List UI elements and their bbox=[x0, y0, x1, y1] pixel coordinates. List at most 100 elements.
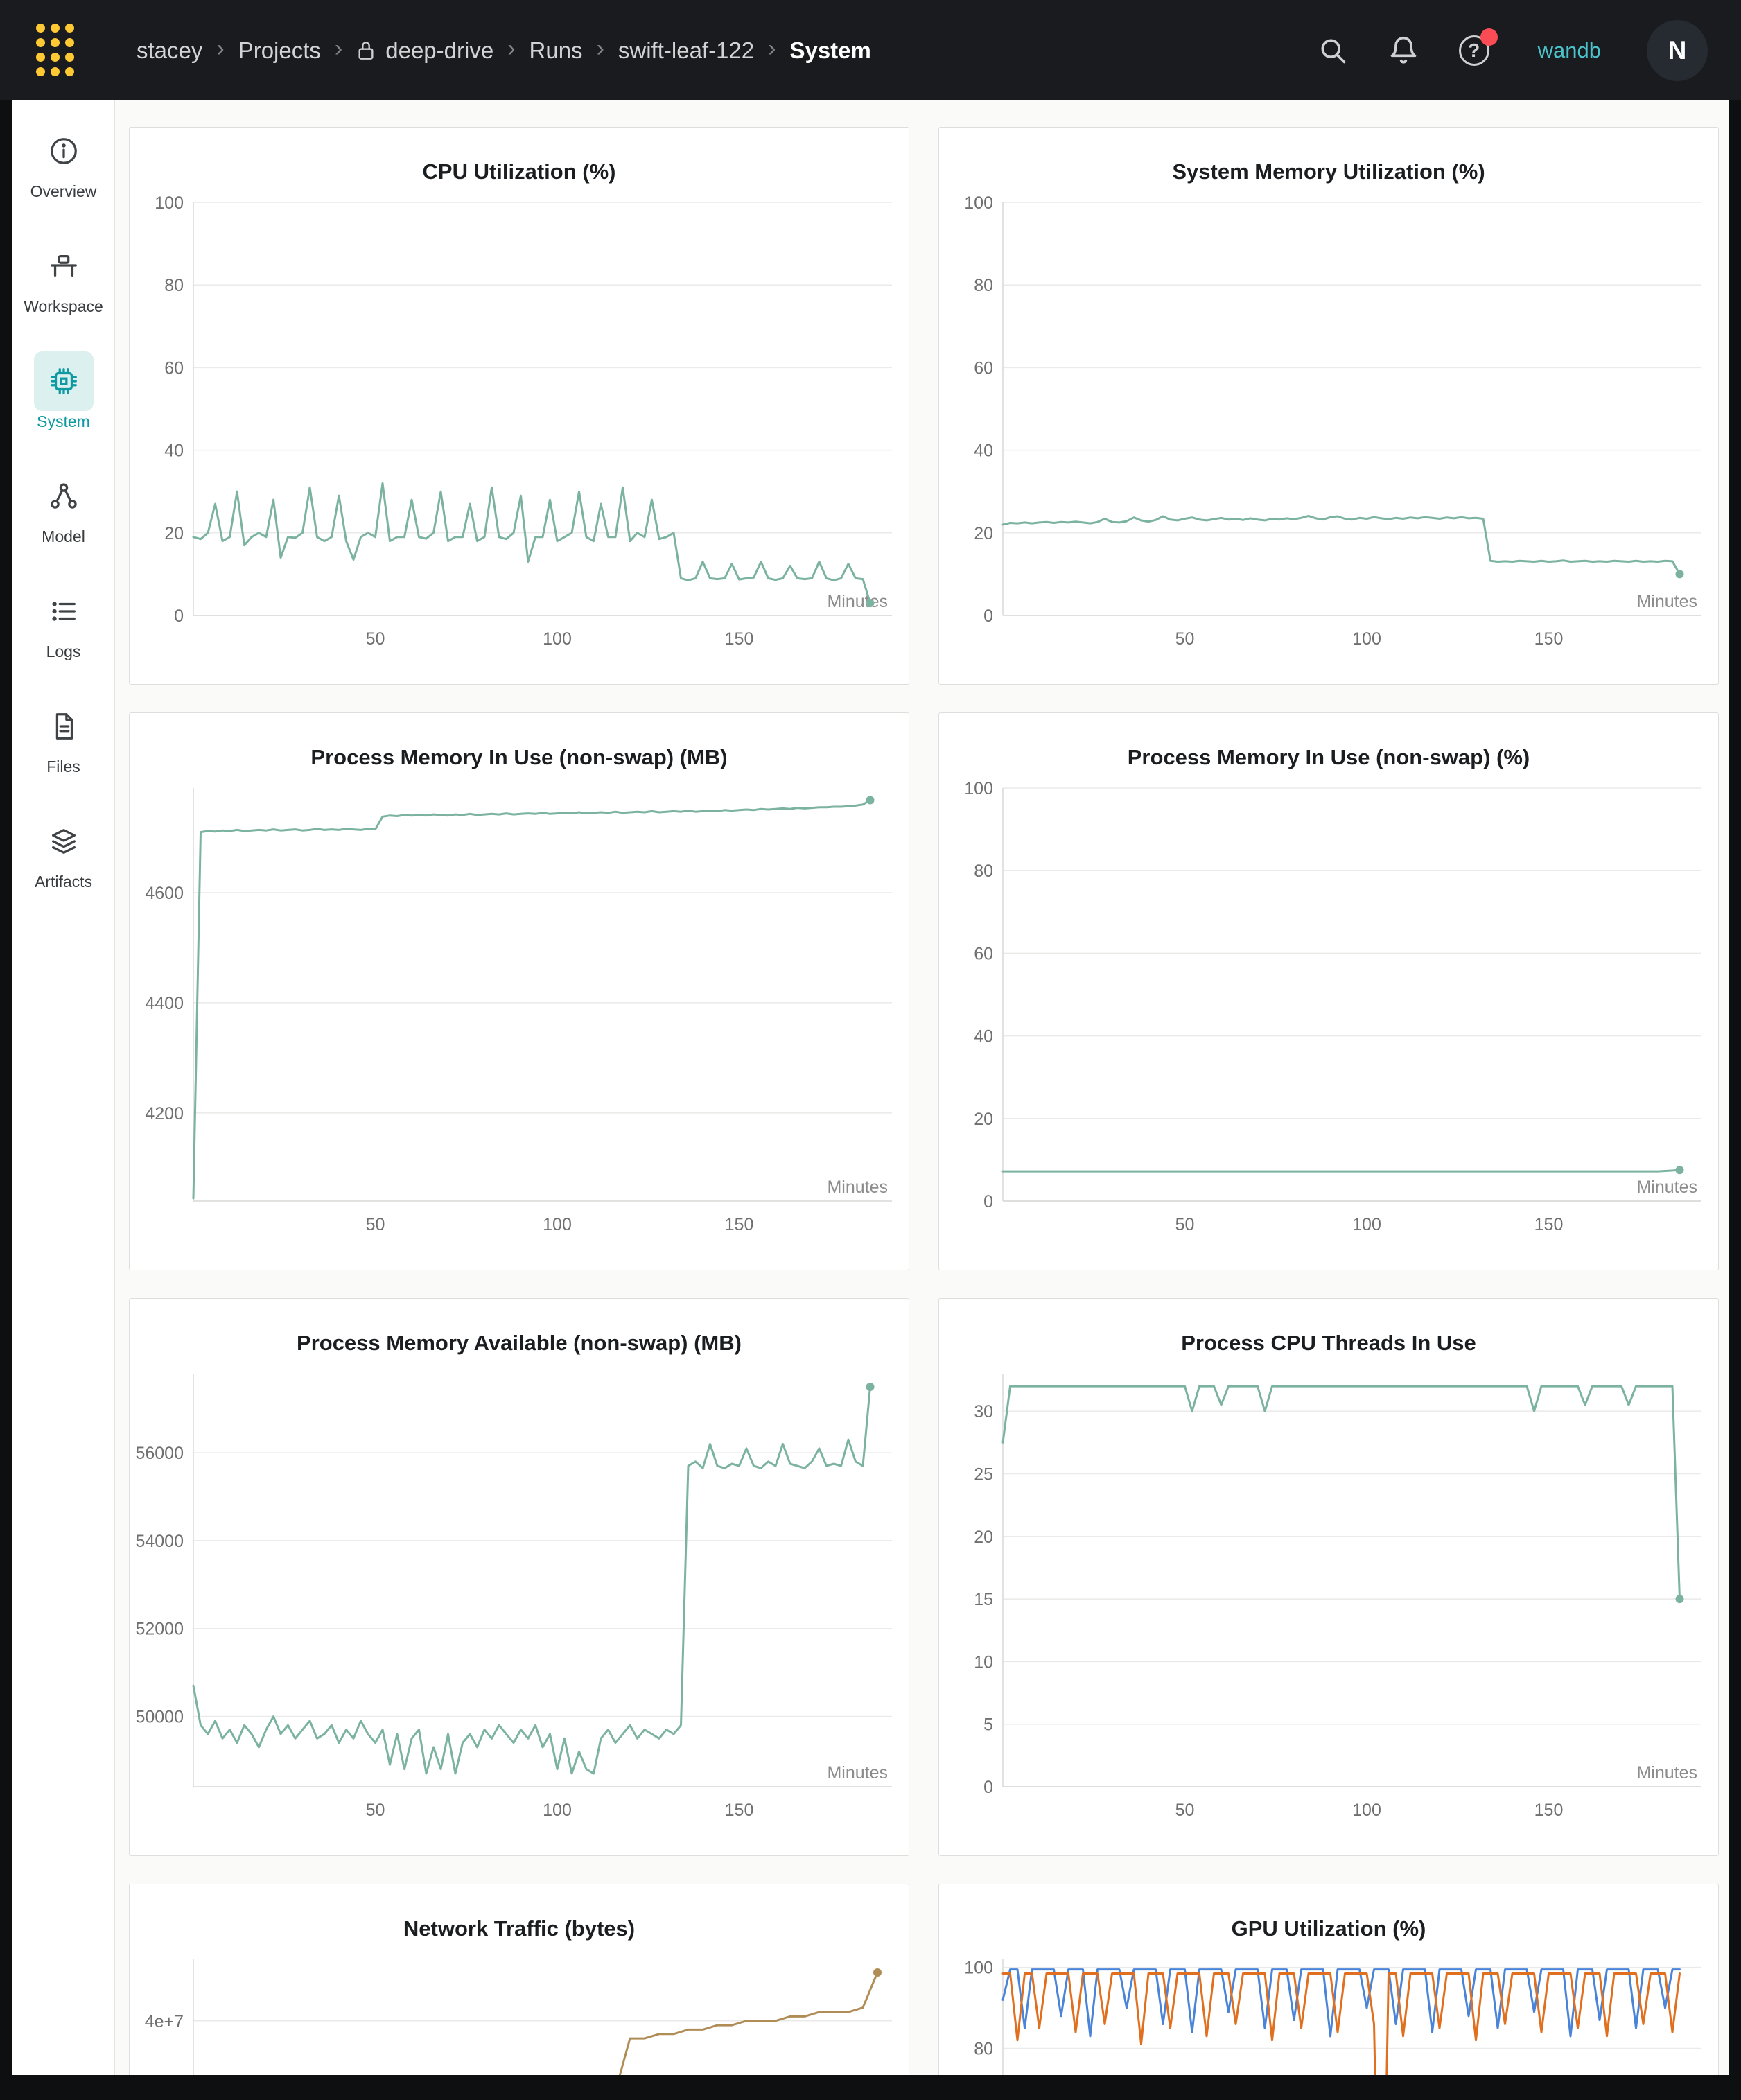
breadcrumb-project[interactable]: deep-drive bbox=[385, 37, 494, 63]
y-tick-label: 60 bbox=[974, 944, 993, 963]
x-tick-label: 50 bbox=[366, 629, 385, 649]
logo-dot bbox=[51, 37, 60, 47]
x-tick-label: 50 bbox=[1175, 1215, 1195, 1234]
sidebar-item-workspace[interactable]: Workspace bbox=[12, 236, 114, 351]
search-button[interactable] bbox=[1316, 34, 1349, 67]
y-tick-label: 15 bbox=[974, 1590, 993, 1609]
x-tick-label: 50 bbox=[366, 1215, 385, 1234]
logo-dot bbox=[65, 23, 74, 33]
y-tick-label: 0 bbox=[983, 1778, 993, 1797]
memory-available-chart[interactable]: 50000 52000 54000 56000 50 100 150 Minutes bbox=[130, 1364, 909, 1842]
chart-title: GPU Utilization (%) bbox=[1231, 1916, 1426, 1941]
help-button[interactable]: ? bbox=[1458, 28, 1498, 67]
chart-title: Process Memory In Use (non-swap) (%) bbox=[1127, 745, 1530, 769]
logo-dot bbox=[51, 67, 60, 76]
lock-icon bbox=[356, 40, 376, 62]
sidebar-item-model[interactable]: Model bbox=[12, 466, 114, 581]
app-body: Overview Workspace bbox=[12, 100, 1729, 2075]
network-traffic-chart[interactable]: 4e+750100150Minutes bbox=[130, 1950, 909, 2075]
sidebar-item-label: Workspace bbox=[24, 297, 103, 315]
x-tick-label: 100 bbox=[1352, 1215, 1381, 1234]
bell-icon bbox=[1390, 36, 1416, 64]
list-icon bbox=[34, 581, 94, 641]
charts-grid: CPU Utilization (%) 0 20 40 60 80 100 50 100 150… bbox=[129, 127, 1719, 2075]
breadcrumb-current-page[interactable]: System bbox=[789, 37, 871, 63]
series-endpoint-dot bbox=[1675, 1595, 1684, 1604]
y-tick-label: 100 bbox=[964, 1959, 993, 1978]
sidebar-item-files[interactable]: Files bbox=[12, 697, 114, 812]
x-axis-label: Minutes bbox=[1636, 592, 1697, 611]
breadcrumb-runs[interactable]: Runs bbox=[529, 37, 583, 63]
sidebar-item-logs[interactable]: Logs bbox=[12, 581, 114, 697]
y-tick-label: 100 bbox=[155, 193, 184, 213]
series-line-system-memory bbox=[1001, 514, 1681, 575]
chart-card-system-memory: System Memory Utilization (%) 0 20 40 60 80 1… bbox=[938, 127, 1719, 685]
y-tick-label: 25 bbox=[974, 1464, 993, 1484]
top-navbar: stacey › Projects › deep-drive › Runs › … bbox=[0, 0, 1741, 100]
chart-title: CPU Utilization (%) bbox=[422, 159, 616, 184]
process-memory-pct-chart[interactable]: 0 20 40 60 80 100 50 100 150 Minutes bbox=[939, 778, 1719, 1257]
chart-title: Process CPU Threads In Use bbox=[1181, 1331, 1476, 1355]
y-tick-label: 20 bbox=[164, 524, 184, 543]
notifications-button[interactable] bbox=[1387, 34, 1420, 67]
cpu-threads-chart[interactable]: 0 5 10 15 20 25 30 50 100 150 Minutes bbox=[939, 1364, 1719, 1842]
y-tick-label: 20 bbox=[974, 524, 993, 543]
series-line-cpu-threads bbox=[1001, 1385, 1681, 1600]
y-tick-label: 4600 bbox=[145, 884, 184, 903]
series-endpoint-dot bbox=[866, 599, 875, 608]
y-tick-label: 4e+7 bbox=[145, 2012, 184, 2031]
x-tick-label: 50 bbox=[1175, 629, 1195, 649]
series-line-process-memory-mb bbox=[192, 799, 871, 1200]
breadcrumb-run-name[interactable]: swift-leaf-122 bbox=[618, 37, 755, 63]
breadcrumb-entity[interactable]: stacey bbox=[137, 37, 203, 63]
sidebar-item-artifacts[interactable]: Artifacts bbox=[12, 812, 114, 927]
series-endpoint-dot bbox=[873, 1968, 882, 1977]
series-line-network-bytes bbox=[618, 1971, 879, 2075]
breadcrumb: stacey › Projects › deep-drive › Runs › … bbox=[137, 35, 1316, 64]
wandb-logo[interactable] bbox=[36, 23, 76, 78]
workbench-icon bbox=[34, 236, 94, 296]
y-tick-label: 0 bbox=[983, 606, 993, 626]
cpu-utilization-chart[interactable]: 0 20 40 60 80 100 50 100 150 Minutes bbox=[130, 193, 909, 671]
y-tick-label: 4400 bbox=[145, 994, 184, 1013]
sidebar-item-system[interactable]: System bbox=[12, 351, 114, 466]
x-tick-label: 50 bbox=[366, 1801, 385, 1820]
chart-card-network-traffic: Network Traffic (bytes) 4e+750100150Minu… bbox=[129, 1884, 909, 2075]
series-line-gpu-0 bbox=[1001, 1968, 1681, 2038]
x-tick-label: 150 bbox=[1534, 1801, 1564, 1820]
avatar[interactable]: N bbox=[1647, 19, 1708, 81]
series-endpoint-dot bbox=[1675, 1166, 1684, 1175]
series-line-process-memory-pct bbox=[1001, 1169, 1681, 1173]
y-tick-label: 52000 bbox=[135, 1620, 184, 1639]
y-tick-label: 80 bbox=[974, 861, 993, 881]
chart-card-process-memory-mb: Process Memory In Use (non-swap) (MB) 42… bbox=[129, 712, 909, 1270]
y-tick-label: 20 bbox=[974, 1110, 993, 1129]
y-tick-label: 100 bbox=[964, 193, 993, 213]
x-axis-label: Minutes bbox=[827, 592, 888, 611]
chart-title: Network Traffic (bytes) bbox=[403, 1916, 636, 1941]
logo-dot bbox=[36, 37, 45, 47]
system-memory-chart[interactable]: 0 20 40 60 80 100 50 100 150 Minutes bbox=[939, 193, 1719, 671]
x-tick-label: 100 bbox=[1352, 629, 1381, 649]
navbar-actions: ? wandb N bbox=[1316, 19, 1708, 81]
sidebar-item-overview[interactable]: Overview bbox=[12, 121, 114, 236]
logo-dot bbox=[36, 67, 45, 76]
x-axis-label: Minutes bbox=[827, 1178, 888, 1197]
x-tick-label: 150 bbox=[1534, 1215, 1564, 1234]
x-tick-label: 150 bbox=[725, 629, 754, 649]
series-endpoint-dot bbox=[866, 1383, 875, 1392]
search-icon bbox=[1321, 39, 1345, 63]
series-line-gpu-1 bbox=[1001, 1972, 1681, 2075]
process-memory-mb-chart[interactable]: 4200 4400 4600 50 100 150 Minutes bbox=[130, 778, 909, 1257]
wandb-brand-link[interactable]: wandb bbox=[1537, 37, 1601, 62]
x-tick-label: 50 bbox=[1175, 1801, 1195, 1820]
series-endpoint-dot bbox=[866, 796, 875, 805]
sidebar-item-label: Logs bbox=[46, 642, 81, 660]
y-tick-label: 54000 bbox=[135, 1532, 184, 1551]
breadcrumb-projects[interactable]: Projects bbox=[238, 37, 321, 63]
chip-icon bbox=[33, 351, 94, 411]
y-tick-label: 4200 bbox=[145, 1104, 184, 1123]
node-graph-icon bbox=[34, 466, 94, 526]
y-tick-label: 30 bbox=[974, 1402, 993, 1421]
